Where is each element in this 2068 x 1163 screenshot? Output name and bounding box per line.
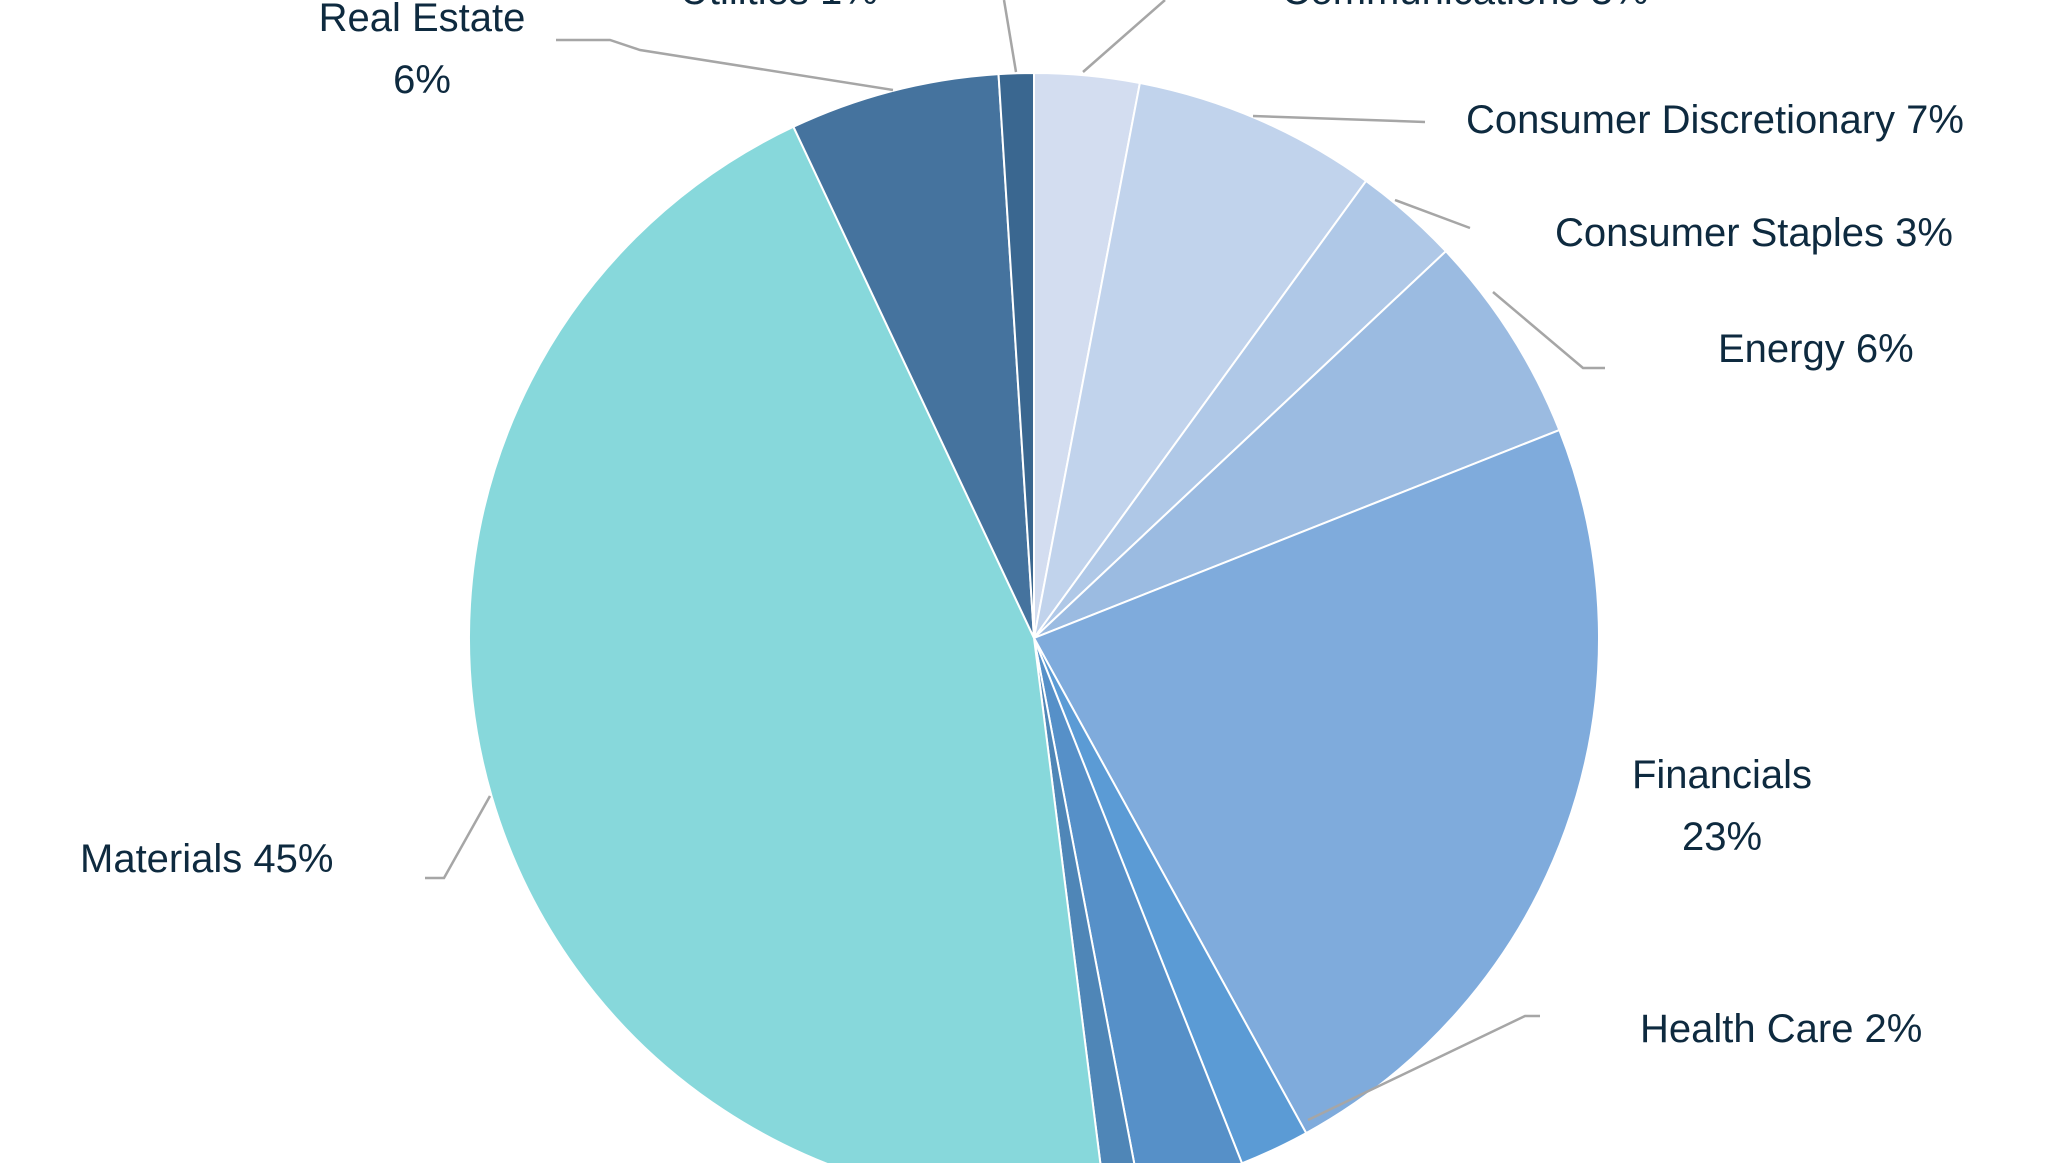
label-line-real-estate-0: Real Estate: [319, 0, 526, 40]
leader-utilities: [1002, 0, 1018, 73]
leader-consumer-discretionary: [1252, 114, 1426, 124]
leader-energy: [1492, 291, 1605, 370]
label-financials: Financials 23%: [1632, 753, 1812, 859]
slice-real-estate: [792, 73, 1035, 639]
leader-lines: [425, 0, 1605, 1122]
label-health-care: Health Care 2%: [1640, 1007, 1922, 1051]
slice-energy: [1033, 249, 1561, 639]
label-utilities: Utilities 1%: [680, 0, 878, 13]
label-line-materials-0: Materials 45%: [80, 837, 333, 881]
label-line-health-care-0: Health Care 2%: [1640, 1007, 1922, 1051]
slice-labels: Communications 3% Consumer Discretionary …: [80, 0, 1964, 1051]
label-real-estate: Real Estate 6%: [319, 0, 526, 102]
pie-slices: [468, 71, 1600, 1163]
leader-materials: [425, 795, 492, 880]
label-line-communications-0: Communications 3%: [1282, 0, 1649, 13]
label-line-energy-0: Energy 6%: [1718, 327, 1914, 371]
leader-real-estate: [556, 38, 894, 92]
label-consumer-discretionary: Consumer Discretionary 7%: [1466, 98, 1964, 142]
slice-materials: [468, 125, 1102, 1163]
label-line-real-estate-1: 6%: [393, 58, 451, 102]
label-materials: Materials 45%: [80, 837, 333, 881]
slice-consumer-discretionary: [1033, 81, 1368, 639]
leader-communications: [1082, 0, 1166, 73]
label-line-utilities-0: Utilities 1%: [680, 0, 878, 13]
label-energy: Energy 6%: [1718, 327, 1914, 371]
slice-health-care: [1033, 637, 1308, 1163]
slice-financials: [1032, 428, 1600, 1135]
slice-utilities: [997, 71, 1035, 639]
label-line-financials-1: 23%: [1682, 815, 1762, 859]
slice-information-technology: [1033, 637, 1136, 1163]
label-line-financials-0: Financials: [1632, 753, 1812, 797]
label-line-consumer-discretionary-0: Consumer Discretionary 7%: [1466, 98, 1964, 142]
label-line-consumer-staples-0: Consumer Staples 3%: [1555, 211, 1953, 255]
leader-consumer-staples: [1394, 198, 1471, 230]
leader-health-care: [1307, 1014, 1540, 1122]
label-communications: Communications 3%: [1282, 0, 1649, 13]
label-consumer-staples: Consumer Staples 3%: [1555, 211, 1953, 255]
slice-industrials: [1033, 637, 1243, 1163]
